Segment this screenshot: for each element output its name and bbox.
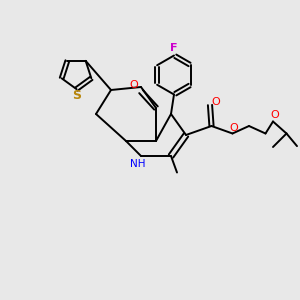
Text: O: O (129, 80, 138, 91)
Text: O: O (270, 110, 279, 121)
Text: NH: NH (130, 159, 146, 170)
Text: O: O (230, 123, 238, 133)
Text: O: O (211, 97, 220, 107)
Text: F: F (170, 43, 178, 53)
Text: S: S (72, 89, 81, 102)
